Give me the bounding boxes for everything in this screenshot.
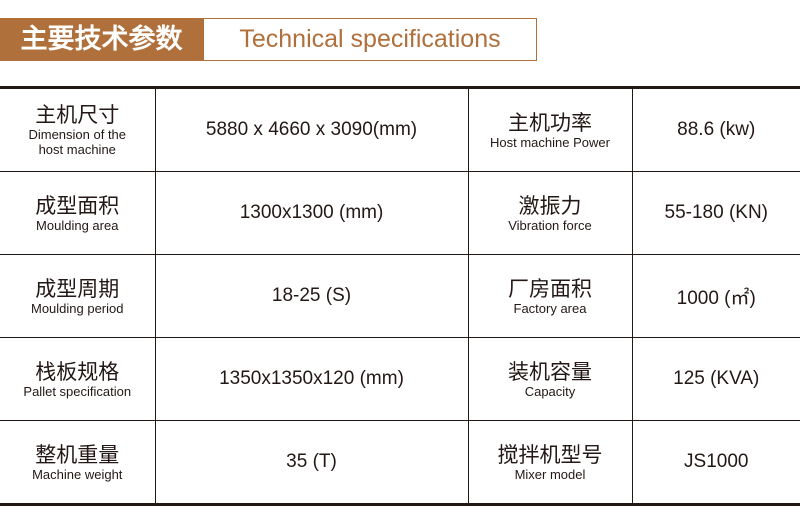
label-cn: 厂房面积 [508, 276, 592, 301]
spec-label: 主机尺寸 Dimension of the host machine [0, 87, 156, 172]
spec-value: 55-180 (KN) [631, 171, 800, 255]
spec-label: 厂房面积 Factory area [467, 254, 633, 338]
label-cn: 主机功率 [508, 110, 592, 135]
label-en: Vibration force [508, 217, 592, 233]
spec-label: 装机容量 Capacity [467, 337, 633, 421]
spec-table: 主机尺寸 Dimension of the host machine 5880 x … [0, 86, 800, 506]
spec-label: 搅拌机型号 Mixer model [467, 420, 633, 505]
label-en: Moulding period [30, 300, 124, 316]
spec-label: 激振力 Vibration force [467, 171, 633, 255]
table-row: 主机尺寸 Dimension of the host machine 5880 x … [0, 87, 800, 172]
label-cn: 整机重量 [35, 442, 120, 467]
table-row: 整机重量 Machine weight 35 (T) 搅拌机型号 Mixer model… [0, 420, 800, 505]
label-cn: 成型周期 [35, 276, 120, 301]
table-row: 栈板规格 Pallet specification 1350x1350x120 (m… [0, 337, 800, 421]
spec-label: 栈板规格 Pallet specification [0, 337, 156, 421]
header-title-cn: 主要技术参数 [0, 18, 203, 61]
spec-value: JS1000 [631, 420, 800, 505]
spec-value: 5880 x 4660 x 3090(mm) [154, 87, 469, 172]
label-cn: 装机容量 [508, 359, 592, 384]
label-en: Host machine Power [490, 134, 610, 150]
label-cn: 主机尺寸 [35, 103, 120, 127]
spec-value: 125 (KVA) [631, 337, 800, 421]
spec-value: 1000 (㎡) [631, 254, 800, 338]
label-en: Moulding area [36, 217, 119, 233]
label-en: Mixer model [514, 466, 586, 482]
spec-label: 主机功率 Host machine Power [467, 87, 633, 172]
label-en: Machine weight [32, 466, 123, 482]
section-header: 主要技术参数 Technical specifications [0, 18, 537, 61]
label-cn: 激振力 [518, 193, 582, 218]
table-row: 成型面积 Moulding area 1300x1300 (mm) 激振力 Vibrat… [0, 171, 800, 255]
spec-value: 88.6 (kw) [631, 87, 800, 172]
label-en: Pallet specification [23, 383, 132, 399]
spec-label: 成型周期 Moulding period [0, 254, 156, 338]
spec-label: 成型面积 Moulding area [0, 171, 156, 255]
label-en: Dimension of the host machine [28, 127, 127, 157]
spec-value: 35 (T) [154, 420, 469, 505]
label-cn: 搅拌机型号 [497, 442, 603, 467]
table-row: 成型周期 Moulding period 18-25 (S) 厂房面积 Factory … [0, 254, 800, 338]
spec-value: 18-25 (S) [154, 254, 469, 338]
label-en: Factory area [513, 300, 587, 316]
spec-value: 1350x1350x120 (mm) [154, 337, 469, 421]
label-cn: 成型面积 [35, 193, 120, 218]
label-cn: 栈板规格 [35, 359, 120, 384]
label-en: Capacity [524, 383, 576, 399]
spec-value: 1300x1300 (mm) [154, 171, 469, 255]
spec-label: 整机重量 Machine weight [0, 420, 156, 505]
header-title-en: Technical specifications [203, 18, 537, 61]
